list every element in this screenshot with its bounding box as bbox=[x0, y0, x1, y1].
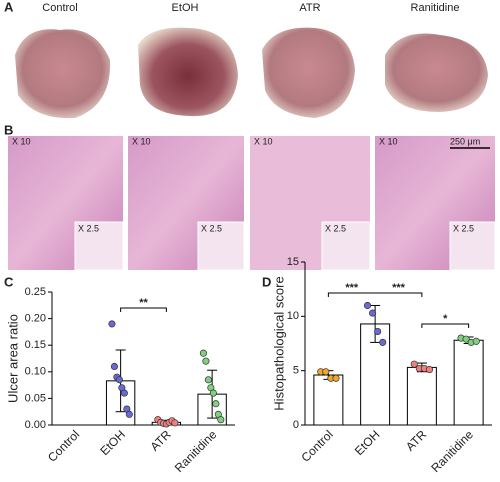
data-point bbox=[410, 360, 418, 368]
stomach-photo bbox=[262, 27, 355, 118]
x-tick-label: ATR bbox=[403, 427, 429, 453]
data-point bbox=[171, 419, 179, 427]
y-axis-label: Ulcer area ratio bbox=[5, 314, 20, 403]
magnification: X 10 bbox=[379, 136, 398, 146]
magnification: X 10 bbox=[12, 136, 31, 146]
y-tick-label: 0.05 bbox=[25, 392, 46, 404]
data-point bbox=[472, 337, 480, 345]
data-point bbox=[209, 389, 217, 397]
y-tick-label: 5 bbox=[293, 365, 299, 377]
data-point bbox=[363, 301, 372, 310]
inset bbox=[449, 221, 496, 271]
inset-magnification: X 2.5 bbox=[453, 223, 474, 233]
x-tick-label: Control bbox=[45, 427, 82, 464]
stomach-photo bbox=[138, 27, 238, 117]
y-tick-label: 0 bbox=[293, 419, 299, 431]
data-point bbox=[204, 376, 212, 384]
data-point bbox=[115, 376, 123, 384]
inset bbox=[74, 221, 124, 271]
y-tick-label: 0.25 bbox=[25, 286, 46, 298]
bar bbox=[313, 374, 344, 426]
photo-label: Ranitidine bbox=[411, 2, 460, 14]
x-tick-label: ATR bbox=[147, 427, 173, 453]
data-point bbox=[108, 320, 116, 328]
panel-label: B bbox=[4, 122, 13, 137]
data-point bbox=[374, 327, 382, 336]
x-tick-label: EtOH bbox=[97, 427, 128, 458]
x-tick-label: EtOH bbox=[352, 427, 383, 458]
significance-bracket bbox=[120, 307, 167, 312]
stomach-photo bbox=[15, 29, 111, 119]
data-point bbox=[199, 349, 207, 357]
panel-label: A bbox=[4, 0, 14, 14]
significance-label: *** bbox=[345, 282, 359, 294]
magnification: X 10 bbox=[254, 136, 273, 146]
inset bbox=[321, 221, 371, 271]
x-tick-label: Ranitidine bbox=[172, 427, 220, 475]
data-point bbox=[212, 400, 220, 408]
photo-label: Control bbox=[42, 2, 77, 14]
significance-label: * bbox=[443, 313, 448, 325]
data-point bbox=[462, 335, 470, 343]
bar bbox=[406, 366, 437, 426]
x-tick-label: Ranitidine bbox=[428, 427, 476, 475]
data-point bbox=[322, 368, 330, 376]
photo-label: EtOH bbox=[172, 2, 199, 14]
y-tick-label: 0.10 bbox=[25, 366, 46, 378]
bar bbox=[453, 339, 484, 426]
magnification: X 10 bbox=[132, 136, 151, 146]
data-point bbox=[202, 357, 210, 365]
significance-bracket bbox=[421, 323, 470, 328]
data-point bbox=[120, 389, 128, 397]
stomach-photo bbox=[385, 33, 488, 112]
panel-label: D bbox=[262, 274, 271, 289]
y-axis-label: Histopathological score bbox=[271, 276, 286, 410]
significance-bracket bbox=[327, 292, 423, 297]
y-tick-label: 0.00 bbox=[25, 419, 46, 431]
significance-label: ** bbox=[139, 297, 148, 309]
inset-magnification: X 2.5 bbox=[201, 223, 222, 233]
data-point bbox=[369, 309, 377, 317]
inset bbox=[197, 221, 245, 271]
scale-bar-label: 250 μm bbox=[450, 136, 480, 146]
significance-label: *** bbox=[392, 282, 406, 294]
histology-images bbox=[8, 136, 496, 271]
y-tick-label: 0.20 bbox=[25, 313, 46, 325]
data-point bbox=[332, 374, 340, 382]
data-point bbox=[110, 362, 118, 371]
data-point bbox=[125, 410, 133, 418]
photo-label: ATR bbox=[299, 2, 320, 14]
inset-magnification: X 2.5 bbox=[78, 223, 99, 233]
x-tick-label: Control bbox=[298, 427, 335, 464]
y-tick-label: 10 bbox=[287, 310, 299, 322]
inset-magnification: X 2.5 bbox=[325, 223, 346, 233]
y-tick-label: 15 bbox=[287, 256, 299, 268]
panel-label: C bbox=[4, 274, 14, 289]
data-point bbox=[379, 338, 387, 346]
data-point bbox=[425, 366, 434, 374]
data-point bbox=[217, 416, 225, 424]
y-tick-label: 0.15 bbox=[25, 339, 46, 351]
